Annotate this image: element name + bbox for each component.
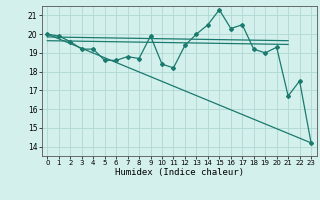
X-axis label: Humidex (Indice chaleur): Humidex (Indice chaleur)	[115, 168, 244, 177]
